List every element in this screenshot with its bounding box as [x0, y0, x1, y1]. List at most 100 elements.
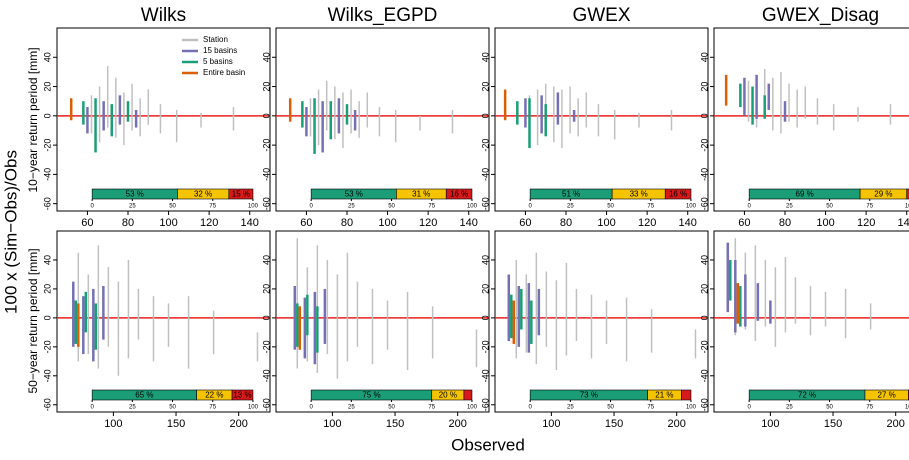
y-tick-label: 0: [261, 113, 271, 118]
share-tick-label: 0: [90, 204, 94, 210]
share-tick-label: 0: [528, 204, 532, 210]
y-tick-label: 0: [42, 113, 52, 118]
x-tick-label: 100: [159, 217, 177, 229]
x-tick-label: 60: [81, 217, 93, 229]
y-tick-label: 40: [42, 255, 52, 265]
share-label: 20 %: [439, 391, 457, 400]
y-tick-label: 0: [699, 315, 709, 320]
share-label: 27 %: [878, 391, 896, 400]
x-tick-label: 150: [824, 418, 842, 430]
y-tick-label: -60: [699, 197, 709, 210]
x-tick-label: 100: [104, 418, 122, 430]
share-label: 72 %: [798, 391, 816, 400]
share-label: 73 %: [580, 391, 598, 400]
panel-title: Wilks: [141, 5, 186, 26]
x-tick-label: 150: [167, 418, 185, 430]
share-tick-label: 100: [905, 204, 909, 210]
share-tick-label: 25: [348, 405, 355, 411]
plot-frame: [713, 27, 909, 212]
share-label: 21 %: [655, 391, 673, 400]
y-tick-label: -60: [699, 398, 709, 411]
y-tick-label: 0: [261, 315, 271, 320]
y-tick-label: -60: [480, 398, 490, 411]
share-tick-label: 75: [866, 204, 873, 210]
share-tick-label: 50: [607, 204, 614, 210]
share-tick-label: 0: [747, 405, 751, 411]
y-tick-label: 40: [261, 52, 271, 62]
x-axis-label: Observed: [451, 435, 525, 454]
share-tick-label: 50: [826, 204, 833, 210]
share-segment: [445, 188, 473, 200]
x-tick-label: 140: [679, 217, 697, 229]
share-segment: [228, 188, 254, 200]
share-tick-label: 100: [467, 204, 478, 210]
y-tick-label: -40: [480, 168, 490, 181]
share-tick-label: 100: [248, 405, 259, 411]
share-tick-label: 0: [309, 204, 313, 210]
share-tick-label: 25: [348, 204, 355, 210]
x-tick-label: 80: [341, 217, 353, 229]
row-label: 10−year return period [mm]: [26, 47, 40, 192]
x-tick-label: 140: [241, 217, 259, 229]
y-tick-label: -20: [699, 340, 709, 353]
x-tick-label: 100: [816, 217, 834, 229]
share-label: 31 %: [412, 190, 430, 199]
x-tick-label: 150: [605, 418, 623, 430]
share-segment: [681, 389, 692, 401]
plot-frame: [713, 230, 909, 413]
x-tick-label: 120: [200, 217, 218, 229]
y-tick-label: 20: [261, 284, 271, 294]
share-tick-label: 0: [90, 405, 94, 411]
x-tick-label: 140: [460, 217, 478, 229]
share-tick-label: 75: [647, 204, 654, 210]
share-tick-label: 0: [309, 405, 313, 411]
y-tick-label: -20: [42, 139, 52, 152]
x-tick-label: 100: [761, 418, 779, 430]
y-tick-label: 40: [480, 255, 490, 265]
x-tick-label: 200: [667, 418, 685, 430]
share-label: 16 %: [450, 190, 468, 199]
legend-label: 5 basins: [203, 57, 233, 66]
y-tick-label: -40: [480, 369, 490, 382]
y-tick-label: -20: [261, 340, 271, 353]
share-label: 13 %: [233, 391, 251, 400]
y-tick-label: 40: [699, 52, 709, 62]
share-tick-label: 50: [826, 405, 833, 411]
share-label: 29 %: [874, 190, 892, 199]
share-tick-label: 50: [607, 405, 614, 411]
y-tick-label: -60: [42, 398, 52, 411]
share-label: 53 %: [126, 190, 144, 199]
y-tick-label: 20: [42, 284, 52, 294]
share-tick-label: 25: [567, 204, 574, 210]
legend-label: Station: [203, 35, 228, 44]
y-tick-label: -20: [261, 139, 271, 152]
legend-label: 15 basins: [203, 46, 237, 55]
x-tick-label: 100: [597, 217, 615, 229]
y-tick-label: 40: [261, 255, 271, 265]
y-tick-label: -40: [42, 369, 52, 382]
share-tick-label: 75: [209, 204, 216, 210]
share-tick-label: 100: [686, 405, 697, 411]
y-tick-label: -60: [42, 197, 52, 210]
share-tick-label: 25: [129, 405, 136, 411]
plot-frame: [494, 27, 709, 212]
x-tick-label: 200: [448, 418, 466, 430]
x-tick-label: 100: [378, 217, 396, 229]
share-tick-label: 25: [129, 204, 136, 210]
y-tick-label: 20: [42, 82, 52, 92]
y-tick-label: -20: [699, 139, 709, 152]
x-tick-label: 120: [857, 217, 875, 229]
share-tick-label: 75: [647, 405, 654, 411]
y-axis-label: 100 x (Sim−Obs)/Obs: [1, 150, 20, 314]
y-tick-label: 40: [480, 52, 490, 62]
plot-frame: [56, 27, 271, 212]
share-tick-label: 25: [786, 405, 793, 411]
plot-frame: [275, 230, 490, 413]
x-tick-label: 140: [898, 217, 909, 229]
x-tick-label: 80: [779, 217, 791, 229]
y-tick-label: 20: [699, 82, 709, 92]
x-tick-label: 150: [386, 418, 404, 430]
share-segment: [231, 389, 254, 401]
share-tick-label: 75: [428, 204, 435, 210]
